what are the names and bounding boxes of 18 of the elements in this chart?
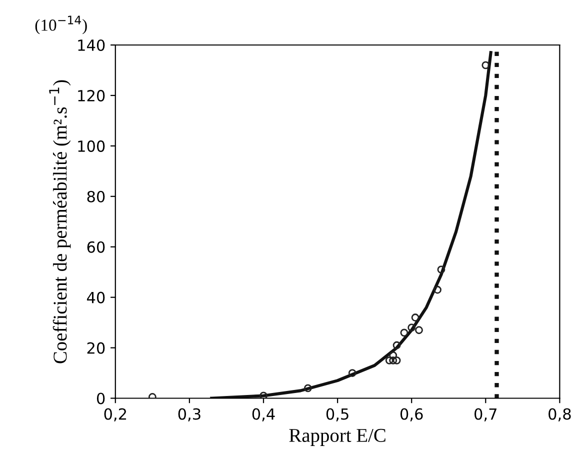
y-tick-label: 120 — [78, 90, 105, 102]
x-axis-title: Rapport E/C — [289, 428, 386, 446]
y-tick-label: 20 — [87, 342, 105, 354]
y-tick-label: 80 — [87, 190, 105, 202]
x-tick-label: 0,7 — [474, 408, 496, 422]
y-tick-label: 100 — [78, 140, 105, 152]
y-tick-label: 40 — [86, 292, 105, 304]
x-tick-label: 0,6 — [400, 408, 423, 422]
y-tick-label: 0 — [96, 392, 105, 404]
x-tick-label: 0,8 — [548, 408, 571, 422]
x-tick-label: 0,4 — [252, 408, 275, 422]
y-tick-label: 140 — [78, 39, 105, 52]
y-tick-label: 60 — [87, 241, 105, 253]
x-tick-label: 0,2 — [104, 408, 126, 422]
x-tick-label: 0,3 — [178, 408, 200, 422]
text: (10$^{−14}$) — [35, 16, 87, 34]
x-tick-label: 0,5 — [326, 408, 348, 422]
y-axis-title: Coefficient de perméabilité (m².s$^{−1}$) — [49, 80, 71, 364]
